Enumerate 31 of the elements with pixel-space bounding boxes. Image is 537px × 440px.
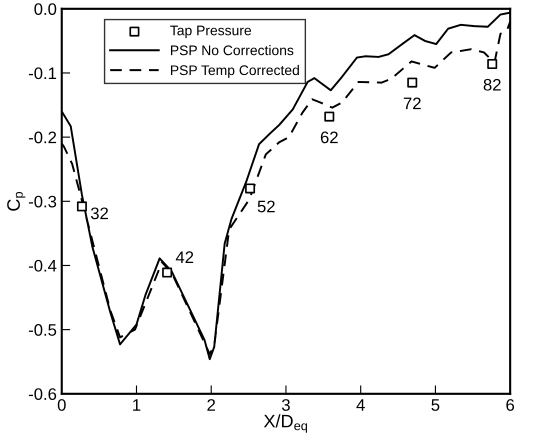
point: [324, 112, 334, 122]
point: [162, 268, 172, 278]
point: [245, 183, 256, 194]
y-tick-label: 0.0: [34, 3, 56, 16]
annotation: 52: [258, 200, 275, 212]
y-tick-label: -0.5: [28, 324, 56, 336]
annotation: 32: [90, 207, 108, 220]
point: [487, 58, 498, 69]
x-tick-label: 4: [356, 399, 365, 411]
legend-label: PSP No Corrections: [170, 45, 294, 56]
point: [76, 201, 87, 212]
point: [407, 78, 418, 88]
legend-label: PSP Temp Corrected: [170, 64, 299, 78]
annotation: 42: [176, 251, 194, 263]
x-axis-title: X/D$_{eq}$: [264, 414, 307, 433]
x-tick-label: 5: [431, 399, 440, 411]
y-axis-title: C$_{p}$: [7, 192, 26, 211]
y-tick-label: -0.1: [28, 67, 56, 80]
y-tick-label: -0.6: [28, 388, 56, 400]
x-tick-label: 2: [207, 399, 216, 411]
annotation: 62: [320, 131, 338, 144]
y-tick-label: -0.4: [28, 260, 56, 272]
annotation: 72: [404, 97, 421, 110]
x-tick-label: 6: [506, 399, 514, 411]
y-tick-label: -0.2: [28, 132, 56, 144]
x-tick-label: 1: [133, 399, 140, 411]
y-tick-label: -0.3: [28, 196, 56, 208]
annotation: 82: [484, 78, 501, 91]
legend-label: Tap Pressure: [170, 26, 252, 38]
x-tick-label: 0: [58, 399, 66, 411]
x-tick-label: 3: [282, 399, 290, 411]
